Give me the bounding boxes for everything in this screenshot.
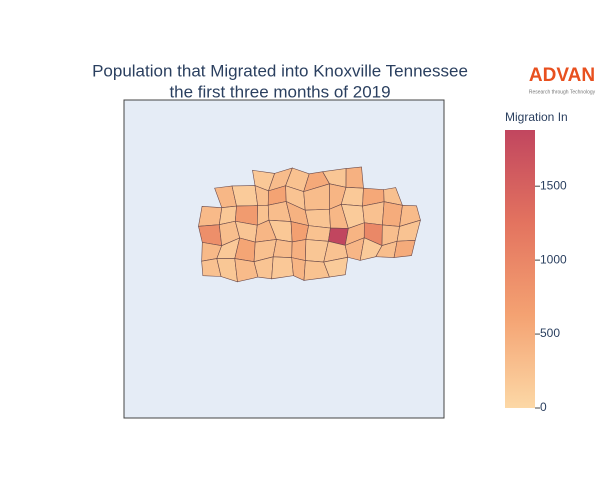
- region: [271, 256, 294, 280]
- region: [305, 225, 331, 242]
- region: [198, 205, 223, 227]
- colorbar: [505, 130, 535, 408]
- colorbar-tick-label: 1500: [540, 178, 567, 192]
- chart-title: Population that Migrated into Knoxville …: [92, 61, 468, 80]
- region: [362, 201, 385, 226]
- logo-tagline: Research through Technology: [529, 89, 596, 95]
- region: [345, 166, 364, 189]
- region: [291, 239, 307, 261]
- logo-name: ADVAN: [529, 65, 595, 86]
- region: [382, 201, 403, 227]
- region: [393, 240, 416, 258]
- colorbar-title: Migration In: [505, 110, 568, 124]
- colorbar-tick-label: 1000: [540, 252, 567, 266]
- regions: [198, 166, 421, 283]
- colorbar-tick-label: 500: [540, 326, 560, 340]
- region: [272, 239, 293, 258]
- chart-title: the first three months of 2019: [169, 82, 390, 101]
- colorbar-tick-label: 0: [540, 400, 547, 414]
- region: [323, 256, 349, 278]
- region: [304, 208, 331, 229]
- region: [231, 185, 258, 207]
